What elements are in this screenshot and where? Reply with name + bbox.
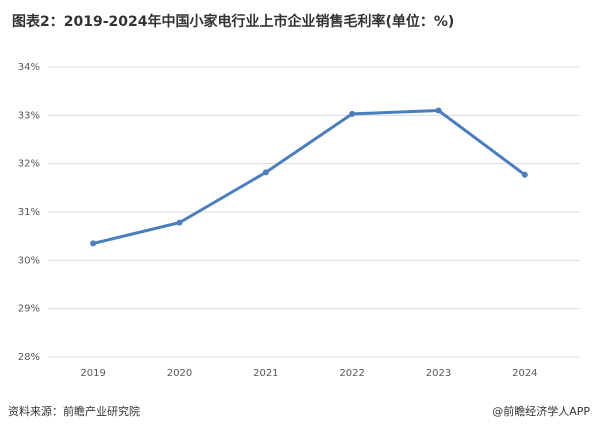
source: 资料来源：前瞻产业研究院 [8, 404, 140, 418]
data-point [435, 107, 442, 114]
data-point [90, 240, 97, 247]
data-point [262, 169, 269, 176]
credit: @前瞻经济学人APP [492, 404, 590, 418]
y-tick-label: 33% [18, 110, 40, 121]
x-tick-label: 2023 [426, 368, 451, 379]
y-tick-label: 28% [18, 352, 40, 363]
data-point [521, 171, 528, 178]
y-tick-label: 29% [18, 304, 40, 315]
x-tick-label: 2021 [253, 368, 278, 379]
y-tick-label: 34% [18, 62, 40, 73]
data-line [92, 108, 526, 245]
x-tick-label: 2024 [512, 368, 537, 379]
y-tick-label: 30% [18, 255, 40, 266]
y-tick-label: 31% [18, 207, 40, 218]
data-point [349, 110, 356, 117]
y-tick-label: 32% [18, 159, 40, 170]
x-tick-label: 2022 [339, 368, 364, 379]
x-tick-label: 2020 [167, 368, 192, 379]
chart-title: 图表2：2019-2024年中国小家电行业上市企业销售毛利率(单位：%) [12, 13, 454, 30]
x-tick-label: 2019 [80, 368, 105, 379]
data-point [176, 219, 183, 226]
